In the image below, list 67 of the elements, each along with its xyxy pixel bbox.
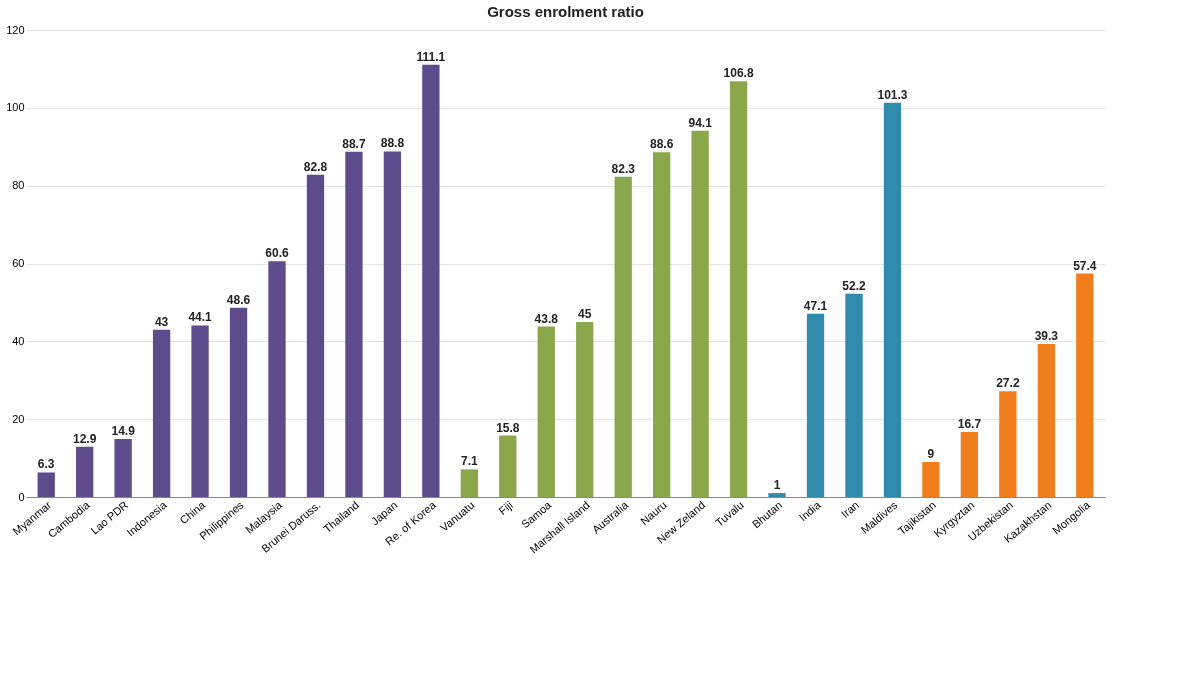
bar <box>960 432 979 497</box>
data-label: 57.4 <box>1073 258 1097 273</box>
data-label: 39.3 <box>1034 329 1059 344</box>
data-label: 16.7 <box>957 417 982 432</box>
data-label: 52.2 <box>842 278 866 293</box>
bar <box>460 469 478 497</box>
bar <box>729 81 748 497</box>
data-label: 7.1 <box>460 454 478 469</box>
x-tick-label: Iran <box>838 498 862 521</box>
data-label: 12.9 <box>72 431 97 446</box>
bar <box>422 64 440 497</box>
bar <box>306 174 325 497</box>
data-label: 82.8 <box>303 159 328 174</box>
bar <box>345 151 363 497</box>
data-label: 88.7 <box>342 136 366 151</box>
data-label: 106.8 <box>723 66 754 81</box>
data-label: 14.9 <box>111 424 136 439</box>
data-label: 6.3 <box>37 457 55 472</box>
bar <box>191 325 209 497</box>
bar <box>268 261 286 497</box>
y-tick-label: 0 <box>18 490 25 503</box>
bar <box>999 391 1017 497</box>
data-label: 101.3 <box>877 87 908 102</box>
data-label: 44.1 <box>188 310 213 325</box>
bar <box>653 152 671 497</box>
data-label: 48.6 <box>226 292 251 307</box>
bar <box>76 446 94 497</box>
bar <box>576 321 594 497</box>
data-label: 43.8 <box>534 311 559 326</box>
data-label: 47.1 <box>803 298 828 313</box>
bar <box>37 472 55 497</box>
bar <box>1076 273 1094 497</box>
data-label: 1 <box>773 478 781 493</box>
bar <box>922 461 940 497</box>
y-tick-label: 80 <box>12 179 25 192</box>
bar <box>806 313 825 497</box>
y-tick-label: 20 <box>12 412 25 425</box>
chart-title: Gross enrolment ratio <box>487 3 644 20</box>
y-tick-label: 40 <box>12 334 25 347</box>
y-tick-label: 120 <box>6 23 25 36</box>
bar <box>499 435 517 497</box>
data-label: 111.1 <box>416 49 446 64</box>
data-label: 43 <box>154 314 169 329</box>
bar <box>1037 344 1055 497</box>
data-label: 94.1 <box>688 115 713 130</box>
bar <box>114 439 132 497</box>
x-tick-label: India <box>796 498 824 524</box>
data-label: 60.6 <box>265 246 289 261</box>
bar <box>152 329 171 497</box>
y-tick-label: 100 <box>6 101 25 114</box>
bar <box>537 326 555 497</box>
bar <box>229 307 248 497</box>
data-label: 88.6 <box>649 137 674 152</box>
data-label: 82.3 <box>611 161 636 176</box>
data-label: 9 <box>927 446 935 461</box>
data-label: 27.2 <box>996 376 1020 391</box>
bar <box>845 293 863 497</box>
bar <box>383 151 402 497</box>
x-tick-label: Fiji <box>496 498 515 517</box>
y-tick-label: 60 <box>12 257 25 269</box>
bar <box>883 102 902 497</box>
bar <box>768 493 786 497</box>
bar <box>691 130 709 497</box>
bar <box>614 176 632 497</box>
data-label: 45 <box>578 306 592 321</box>
data-label: 88.8 <box>380 136 405 151</box>
data-label: 15.8 <box>496 420 520 435</box>
